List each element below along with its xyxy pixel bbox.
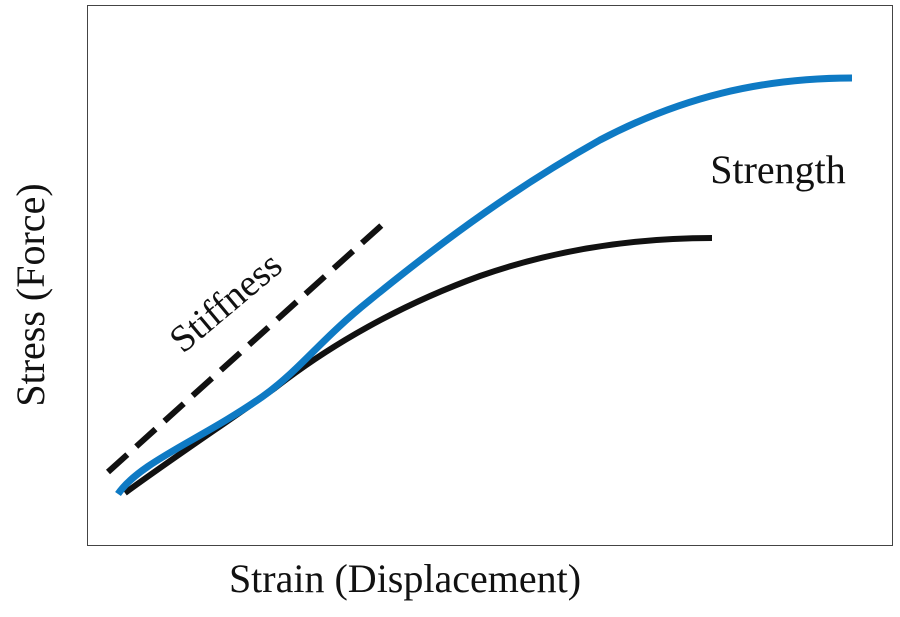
black-curve (123, 235, 713, 496)
stiffness-line (105, 221, 386, 475)
blue-curve (115, 74, 853, 497)
stiffness-label: Stiffness (162, 244, 290, 361)
y-axis-label: Stress (Force) (8, 183, 53, 406)
plot-frame (87, 5, 893, 546)
strength-label: Strength (710, 147, 846, 192)
x-axis-label: Strain (Displacement) (229, 556, 581, 601)
